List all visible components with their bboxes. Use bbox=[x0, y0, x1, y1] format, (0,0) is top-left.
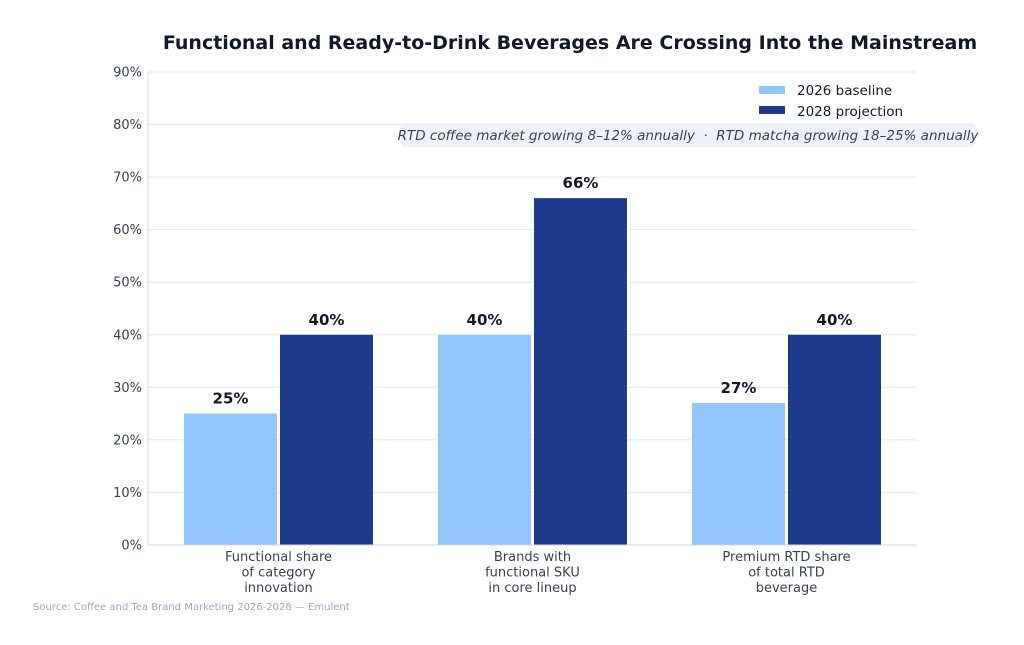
legend: 2026 baseline 2028 projection bbox=[759, 83, 903, 120]
legend-label-projection: 2028 projection bbox=[797, 104, 903, 120]
data-label: 40% bbox=[467, 311, 503, 329]
x-tick-label: in core lineup bbox=[488, 581, 576, 596]
y-tick-label: 60% bbox=[113, 223, 142, 238]
legend-label-baseline: 2026 baseline bbox=[797, 83, 892, 99]
x-tick-label: beverage bbox=[756, 581, 818, 596]
x-tick-label: Brands with bbox=[494, 550, 571, 565]
data-label: 66% bbox=[563, 174, 599, 192]
source-note: Source: Coffee and Tea Brand Marketing 2… bbox=[33, 602, 350, 613]
y-tick-label: 0% bbox=[121, 539, 142, 554]
data-label: 40% bbox=[309, 311, 345, 329]
legend-swatch-projection bbox=[759, 106, 785, 114]
data-label: 40% bbox=[817, 311, 853, 329]
data-label: 27% bbox=[721, 379, 757, 397]
y-tick-label: 90% bbox=[113, 66, 142, 81]
y-tick-label: 70% bbox=[113, 171, 142, 186]
bars: 25% 40% 40% 66% 27% 40% bbox=[184, 174, 881, 545]
bar-baseline bbox=[438, 334, 531, 545]
y-tick-label: 20% bbox=[113, 433, 142, 448]
bar-baseline bbox=[692, 403, 785, 545]
chart-title: Functional and Ready-to-Drink Beverages … bbox=[163, 32, 977, 54]
y-axis: 0% 10% 20% 30% 40% 50% 60% 70% 80% 90% bbox=[113, 66, 149, 554]
x-tick-label: of category bbox=[241, 566, 315, 581]
annotation-box bbox=[400, 123, 976, 147]
data-label: 25% bbox=[213, 390, 249, 408]
y-tick-label: 50% bbox=[113, 276, 142, 291]
bar-projection bbox=[788, 334, 881, 545]
x-tick-label: Premium RTD share bbox=[722, 550, 850, 565]
legend-swatch-baseline bbox=[759, 86, 785, 94]
x-tick-label: innovation bbox=[244, 581, 313, 596]
bar-projection bbox=[280, 334, 373, 545]
y-tick-label: 40% bbox=[113, 328, 142, 343]
annotation-text: RTD coffee market growing 8–12% annually… bbox=[398, 128, 980, 144]
x-tick-label: of total RTD bbox=[748, 566, 825, 581]
bar-projection bbox=[534, 198, 627, 545]
bar-baseline bbox=[184, 413, 277, 545]
y-tick-label: 30% bbox=[113, 381, 142, 396]
x-tick-label: functional SKU bbox=[485, 566, 580, 581]
x-tick-label: Functional share bbox=[225, 550, 332, 565]
y-tick-label: 80% bbox=[113, 118, 142, 133]
y-tick-label: 10% bbox=[113, 486, 142, 501]
